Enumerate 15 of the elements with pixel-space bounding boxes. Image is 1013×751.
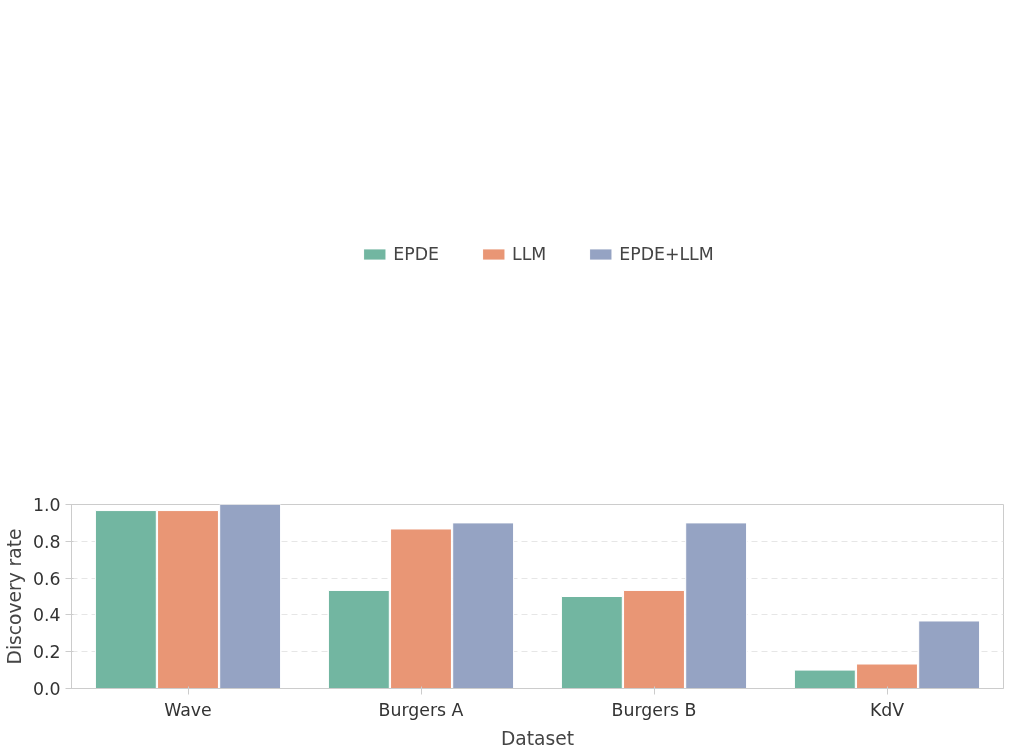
y-tick-label: 1.0 <box>32 495 61 515</box>
legend-label: EPDE <box>393 244 439 264</box>
y-tick-label: 0.6 <box>32 568 61 589</box>
y-tick-label: 0.8 <box>32 531 61 552</box>
x-tick-label: Burgers B <box>611 699 697 720</box>
legend-label: EPDE+LLM <box>619 244 714 264</box>
x-tick-label: KdV <box>869 699 905 720</box>
y-axis-title: Discovery rate <box>3 528 25 665</box>
y-tick-label: 0.0 <box>32 679 61 699</box>
x-tick-label: Wave <box>164 699 212 720</box>
y-tick-label: 0.4 <box>32 605 61 626</box>
y-tick-label: 0.2 <box>32 642 61 663</box>
legend-label: LLM <box>511 244 547 264</box>
x-axis-title: Dataset <box>500 727 575 749</box>
x-tick-label: Burgers A <box>378 699 464 720</box>
